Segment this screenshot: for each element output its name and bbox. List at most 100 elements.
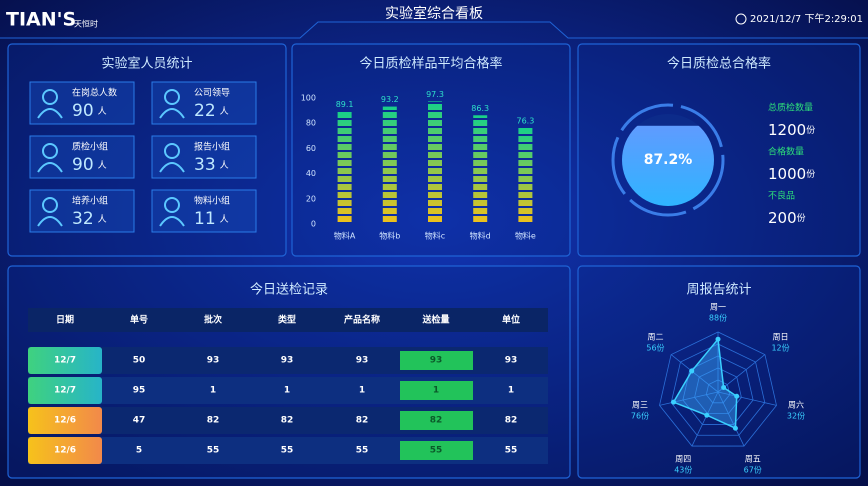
radar-category: 周四 <box>675 455 691 464</box>
amount-box <box>400 441 473 460</box>
gauge-ring <box>611 103 725 217</box>
person-icon <box>37 216 63 227</box>
date-badge <box>28 437 102 464</box>
table-cell: 93 <box>281 356 294 366</box>
radar-point <box>671 399 677 405</box>
bar-group <box>337 101 533 224</box>
staff-count: 90 人 <box>72 155 107 175</box>
panel-title: 周报告统计 <box>686 283 751 298</box>
staff-value: 22 <box>194 101 216 121</box>
y-tick-label: 0 <box>311 220 316 229</box>
bar-value-label: 93.2 <box>381 95 399 104</box>
staff-value: 90 <box>72 101 94 121</box>
stat-value: 1000份 <box>768 165 815 183</box>
table-cell: 12/6 <box>54 446 76 456</box>
table-cell: 55 <box>505 446 518 456</box>
logo: TIAN'S <box>6 9 76 31</box>
table-cell: 93 <box>430 356 443 366</box>
staff-value: 11 <box>194 209 216 229</box>
person-icon <box>164 89 180 105</box>
stat-unit: 份 <box>806 124 815 136</box>
radar-spoke <box>670 354 719 393</box>
page-title: 实验室综合看板 <box>385 5 483 22</box>
radar-value-label: 12份 <box>771 343 789 353</box>
table-cell: 82 <box>281 416 294 426</box>
table-cell: 1 <box>508 386 514 396</box>
stat-value: 1200份 <box>768 121 815 139</box>
person-icon <box>37 162 63 173</box>
staff-unit: 人 <box>98 160 107 171</box>
bar <box>382 106 397 224</box>
table-cell: 1 <box>433 386 439 396</box>
stat-label: 总质检数量 <box>768 102 813 114</box>
datetime: 2021/12/7 下午2:29:01 <box>750 12 863 25</box>
staff-count: 11 人 <box>194 209 229 229</box>
table-cell: 82 <box>356 416 369 426</box>
staff-label: 培养小组 <box>72 195 108 207</box>
column-header: 单号 <box>130 314 148 326</box>
staff-label: 质检小组 <box>72 141 108 153</box>
x-tick-label: 物料d <box>470 231 491 241</box>
stat-unit: 份 <box>797 212 806 224</box>
staff-unit: 人 <box>98 106 107 117</box>
table-cell: 12/6 <box>54 416 76 426</box>
table-cell: 93 <box>505 356 518 366</box>
table-cell: 93 <box>356 356 369 366</box>
logo-sub: 天恒时 <box>74 19 98 29</box>
radar-spoke <box>717 354 766 393</box>
amount-box <box>400 351 473 370</box>
radar-category: 周一 <box>710 303 726 312</box>
table-cell: 1 <box>284 386 290 396</box>
gauge-label: 87.2% <box>644 152 693 168</box>
person-icon <box>42 89 58 105</box>
amount-box <box>400 411 473 430</box>
radar-point <box>704 412 710 418</box>
column-header: 送检量 <box>421 314 449 326</box>
radar-value-label: 67份 <box>744 465 762 475</box>
radar-value-label: 43份 <box>674 465 692 475</box>
date-badge <box>28 377 102 404</box>
y-tick-label: 40 <box>306 169 316 178</box>
bar <box>518 127 533 224</box>
panel-title: 今日质检样品平均合格率 <box>359 56 502 72</box>
date-badge <box>28 347 102 374</box>
table-cell: 12/7 <box>54 356 76 366</box>
stat-unit: 份 <box>806 168 815 180</box>
stat-label: 不良品 <box>768 190 795 202</box>
bar <box>473 115 488 224</box>
table-cell: 82 <box>430 416 443 426</box>
panel-title: 今日送检记录 <box>250 282 328 298</box>
table-cell: 55 <box>430 446 443 456</box>
column-header: 批次 <box>204 314 222 326</box>
header-line <box>0 21 868 39</box>
x-tick-label: 物料e <box>515 231 536 241</box>
column-header: 类型 <box>278 314 296 326</box>
staff-unit: 人 <box>220 214 229 225</box>
table-cell: 55 <box>281 446 294 456</box>
radar-spoke <box>691 391 719 447</box>
staff-count: 22 人 <box>194 101 229 121</box>
table-cell: 1 <box>359 386 365 396</box>
table-cell: 5 <box>136 446 142 456</box>
panel-title: 今日质检总合格率 <box>667 56 771 72</box>
table-cell: 55 <box>356 446 369 456</box>
bar-value-label: 76.3 <box>516 116 534 125</box>
bar-value-label: 97.3 <box>426 90 444 99</box>
radar-category: 周六 <box>788 399 804 409</box>
amount-box <box>400 381 473 400</box>
bar <box>428 101 442 224</box>
staff-label: 在岗总人数 <box>72 87 117 99</box>
table-cell: 47 <box>133 416 146 426</box>
person-icon <box>159 216 185 227</box>
person-icon <box>42 143 58 159</box>
staff-unit: 人 <box>220 160 229 171</box>
radar-value-label: 32份 <box>787 410 805 420</box>
radar-category: 周五 <box>745 455 761 464</box>
panel-title: 实验室人员统计 <box>101 56 192 72</box>
radar-grid <box>670 343 766 436</box>
table-cell: 82 <box>505 416 518 426</box>
radar-value-label: 56份 <box>646 343 664 353</box>
table-cell: 50 <box>133 356 146 366</box>
radar-value-label: 88份 <box>709 313 727 323</box>
staff-value: 32 <box>72 209 94 229</box>
